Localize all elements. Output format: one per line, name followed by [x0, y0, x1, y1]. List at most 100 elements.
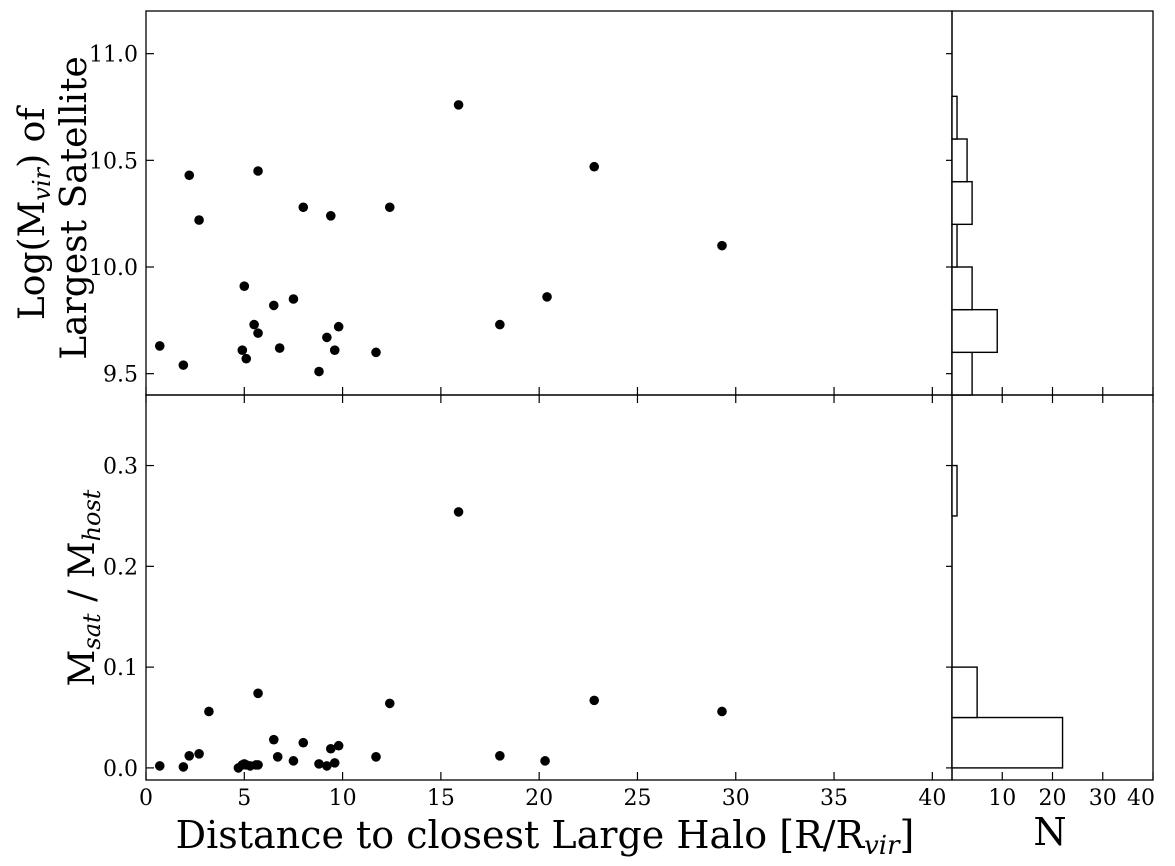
- top-hist-bin: [951, 223, 958, 268]
- top-hist-bin: [951, 138, 968, 183]
- top-data-point: [178, 360, 189, 370]
- bottom-data-point: [329, 758, 340, 768]
- top-data-point: [288, 294, 299, 304]
- bottom-data-point: [371, 752, 381, 762]
- top-hist-bin: [951, 266, 973, 311]
- top-data-point: [249, 319, 259, 330]
- bottom-y-axis-label: Msat / Mhost: [62, 489, 106, 686]
- top-data-point: [298, 202, 309, 213]
- bottom-ylabel-sub-1: sat: [78, 613, 106, 650]
- top-ylabel-part-1: Log(M: [12, 201, 53, 321]
- top-ylabel-line-2: Largest Satellite: [54, 56, 95, 360]
- bottom-y-tick-label: 0.1: [103, 656, 138, 681]
- top-plot-frame: [145, 10, 953, 396]
- bottom-data-point: [154, 761, 165, 771]
- top-data-point: [194, 215, 204, 225]
- top-scatter-panel: 9.5 10.0 10.5 11.0: [89, 10, 953, 396]
- top-histogram-panel: [946, 10, 1154, 396]
- top-data-point: [325, 211, 336, 221]
- bottom-data-point: [314, 759, 324, 769]
- top-data-point: [268, 300, 279, 311]
- bottom-ylabel-sub-2: host: [78, 489, 106, 541]
- bottom-hist-x-tick-label: 20: [1039, 786, 1067, 811]
- bottom-data-point: [717, 706, 727, 717]
- bottom-hist-x-tick-label: 30: [1089, 786, 1117, 811]
- bottom-hist-bin: [951, 666, 978, 719]
- bottom-y-tick-label: 0.2: [103, 555, 138, 580]
- top-y-tick-label: 10.0: [89, 256, 138, 281]
- bottom-data-point: [384, 698, 395, 709]
- bottom-data-point: [204, 706, 214, 717]
- bottom-hist-bin: [951, 464, 958, 517]
- bottom-data-point: [178, 762, 189, 772]
- top-y-axis-label: Log(Mvir) of Largest Satellite: [12, 56, 95, 360]
- bottom-x-tick-label: 30: [722, 786, 750, 811]
- bottom-data-point: [194, 748, 204, 759]
- top-data-point: [314, 366, 324, 377]
- xlabel-part-1: Distance to closest Large Halo [R/R: [176, 813, 866, 857]
- top-data-point: [384, 202, 395, 213]
- top-data-point: [274, 343, 285, 353]
- top-ylabel-subscript: vir: [28, 166, 56, 200]
- bottom-ylabel-part-1: M: [62, 650, 103, 687]
- bottom-data-point: [589, 695, 600, 706]
- bottom-data-point: [288, 756, 299, 766]
- bottom-data-point: [272, 752, 283, 762]
- top-data-point: [184, 170, 195, 181]
- xlabel-subscript: vir: [864, 831, 901, 861]
- bottom-x-tick-label: 20: [525, 786, 553, 811]
- top-y-tick-label: 11.0: [89, 43, 138, 68]
- bottom-hist-x-tick-label: 10: [988, 786, 1016, 811]
- top-data-point: [253, 166, 263, 176]
- bottom-x-tick-label: 5: [237, 786, 251, 811]
- x-axis-label: Distance to closest Large Halo [R/Rvir]: [176, 813, 915, 861]
- bottom-data-point: [453, 507, 464, 517]
- top-data-point: [453, 100, 464, 110]
- bottom-data-point: [253, 688, 263, 699]
- bottom-histogram-panel: 10 20 30 40: [946, 394, 1155, 811]
- top-data-point: [495, 319, 505, 330]
- bottom-data-point: [495, 751, 505, 761]
- bottom-scatter-panel: 0.0 0.1 0.2 0.3 0 5 10 15 20 25 30 35 40: [103, 394, 953, 811]
- bottom-y-tick-label: 0.3: [103, 455, 138, 480]
- bottom-data-point: [333, 740, 344, 751]
- top-data-point: [329, 345, 340, 356]
- bottom-x-tick-label: 25: [623, 786, 651, 811]
- top-hist-bin: [951, 180, 973, 226]
- bottom-data-point: [268, 734, 279, 745]
- bottom-hist-x-tick-label: 40: [1127, 786, 1155, 811]
- bottom-data-point: [253, 760, 263, 770]
- top-data-point: [154, 341, 165, 351]
- bottom-x-tick-label: 0: [139, 786, 153, 811]
- bottom-data-point: [184, 751, 195, 761]
- bottom-ylabel-part-2: / M: [62, 541, 103, 613]
- top-data-point: [239, 281, 250, 292]
- top-data-point: [371, 347, 381, 358]
- top-data-point: [589, 161, 600, 172]
- top-hist-bin: [951, 308, 998, 354]
- top-y-tick-label: 10.5: [89, 149, 138, 174]
- xlabel-part-2: ]: [900, 813, 915, 857]
- top-data-point: [322, 332, 332, 343]
- bottom-hist-bin: [951, 716, 1064, 769]
- top-data-point: [253, 328, 263, 338]
- bottom-x-tick-label: 15: [427, 786, 455, 811]
- top-data-point: [542, 292, 552, 302]
- bottom-plot-frame: [145, 394, 953, 781]
- top-y-tick-label: 9.5: [103, 363, 138, 388]
- bottom-data-point: [325, 743, 336, 754]
- bottom-data-point: [322, 761, 332, 771]
- bottom-x-tick-label: 10: [329, 786, 357, 811]
- bottom-data-point: [298, 737, 309, 748]
- bottom-x-tick-label: 40: [918, 786, 946, 811]
- top-data-point: [333, 321, 344, 332]
- top-ylabel-part-2: ) of: [12, 105, 53, 168]
- bottom-x-tick-label: 35: [820, 786, 848, 811]
- top-hist-bin: [951, 351, 973, 396]
- top-hist-bin: [951, 95, 958, 140]
- bottom-data-point: [540, 756, 550, 766]
- hist-x-axis-label: N: [1033, 810, 1066, 854]
- top-data-point: [717, 240, 727, 251]
- bottom-y-tick-label: 0.0: [103, 757, 138, 782]
